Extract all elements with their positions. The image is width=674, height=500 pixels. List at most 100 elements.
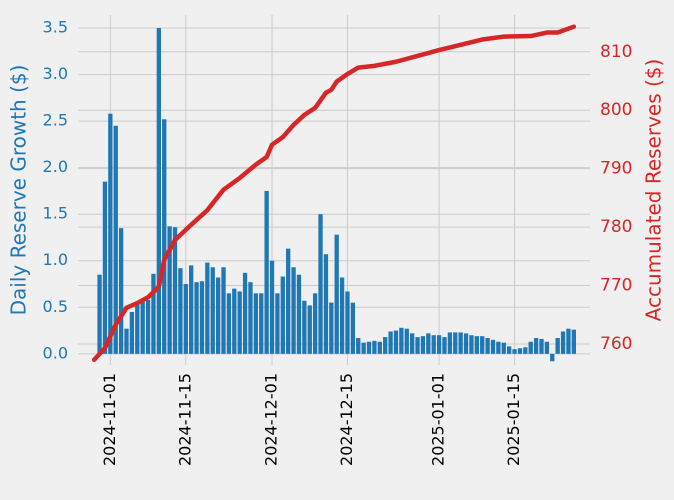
bar [275, 293, 280, 354]
bar [178, 268, 183, 354]
bar [377, 341, 382, 354]
bar [97, 274, 102, 354]
y-tick-label: 3.0 [43, 64, 68, 83]
bar [533, 338, 539, 354]
x-tick-label: 2024-11-01 [100, 373, 119, 466]
bar [404, 328, 409, 354]
bar [453, 332, 458, 354]
y2-tick-label: 780 [600, 217, 632, 237]
bar [113, 125, 118, 354]
bar [269, 260, 275, 354]
bar [329, 302, 334, 354]
bar [312, 293, 318, 354]
bar [555, 338, 560, 354]
bar [426, 333, 431, 354]
bar [339, 277, 345, 354]
x-tick-label: 2024-12-15 [337, 373, 356, 466]
bar [474, 336, 479, 354]
bar [286, 248, 291, 354]
bar [118, 228, 124, 354]
y-tick-label: 3.5 [43, 18, 68, 37]
bar [490, 339, 496, 354]
bar [436, 335, 442, 354]
bar [550, 353, 555, 362]
bar [372, 340, 377, 354]
bar [501, 342, 506, 354]
x-tick-label: 2024-12-01 [262, 373, 281, 466]
bar [215, 277, 221, 354]
bar [447, 332, 453, 354]
x-tick-label: 2025-01-15 [504, 373, 523, 466]
y2-tick-label: 800 [600, 100, 632, 120]
bar [108, 113, 113, 354]
bar [302, 300, 307, 354]
bar [485, 338, 490, 354]
bar [361, 342, 366, 354]
y-axis-label: Daily Reserve Growth ($) [7, 65, 31, 316]
bar [463, 333, 469, 354]
bar [469, 335, 474, 354]
y-tick-label: 2.0 [43, 157, 68, 176]
bar [210, 267, 215, 354]
y2-tick-label: 760 [600, 334, 632, 354]
bar [226, 293, 232, 354]
bar [383, 337, 388, 354]
bar [232, 288, 237, 354]
bar [199, 281, 205, 354]
bar [205, 262, 210, 354]
y2-tick-label: 810 [600, 42, 632, 62]
bar [102, 181, 108, 354]
bar [189, 265, 194, 354]
y-tick-label: 1.0 [43, 250, 68, 269]
line [91, 24, 577, 362]
y-tick-label: 0.0 [43, 343, 68, 362]
bar [345, 291, 350, 354]
bar [253, 293, 259, 354]
bar [560, 331, 566, 354]
bar [507, 346, 512, 354]
bar [409, 333, 415, 354]
bar [517, 348, 523, 354]
bar [318, 214, 323, 354]
bar [194, 282, 199, 354]
bar [566, 328, 571, 354]
bar [512, 349, 517, 354]
bar [291, 267, 296, 354]
bar [523, 347, 528, 354]
bar [356, 338, 361, 354]
bar [242, 272, 248, 354]
y2-axis-label: Accumulated Reserves ($) [642, 59, 666, 322]
bar [167, 226, 172, 354]
bar [248, 282, 253, 354]
bar [145, 299, 151, 354]
bar [156, 28, 161, 354]
bar [162, 119, 167, 354]
bar [259, 293, 264, 354]
bar [415, 337, 420, 354]
bar [388, 331, 393, 354]
bar [307, 305, 312, 354]
bar [442, 337, 447, 354]
bar [296, 274, 302, 354]
bar [140, 299, 145, 354]
y-tick-label: 1.5 [43, 204, 68, 223]
bar [264, 190, 269, 354]
bar [237, 291, 242, 354]
bar [183, 284, 188, 354]
y2-tick-label: 790 [600, 159, 632, 179]
bar [280, 276, 285, 354]
bar [571, 329, 576, 354]
bar [323, 254, 329, 354]
bar [420, 336, 426, 354]
bar [334, 234, 339, 354]
bar [350, 302, 356, 354]
bar [480, 336, 485, 354]
x-tick-label: 2024-11-15 [175, 373, 194, 466]
y-tick-label: 2.5 [43, 111, 68, 130]
bar [399, 327, 404, 354]
bar [458, 332, 463, 354]
bar [366, 341, 372, 354]
bar [544, 341, 550, 354]
bar [539, 338, 544, 354]
bar [496, 341, 501, 354]
